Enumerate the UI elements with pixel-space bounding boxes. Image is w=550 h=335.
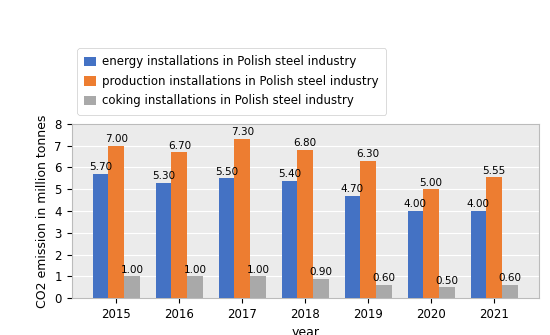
Text: 4.00: 4.00 xyxy=(404,199,427,209)
X-axis label: year: year xyxy=(292,326,319,335)
Text: 5.50: 5.50 xyxy=(215,166,238,177)
Bar xyxy=(471,211,486,298)
Text: 0.60: 0.60 xyxy=(372,273,395,283)
Bar xyxy=(172,152,187,298)
Bar xyxy=(313,279,329,298)
Text: 0.50: 0.50 xyxy=(436,275,458,285)
Legend: energy installations in Polish steel industry, production installations in Polis: energy installations in Polish steel ind… xyxy=(78,49,386,115)
Text: 7.30: 7.30 xyxy=(230,127,254,137)
Text: 1.00: 1.00 xyxy=(246,265,270,275)
Bar xyxy=(282,181,298,298)
Bar xyxy=(408,211,424,298)
Bar xyxy=(345,196,360,298)
Bar xyxy=(234,139,250,298)
Text: 5.30: 5.30 xyxy=(152,171,175,181)
Text: 6.80: 6.80 xyxy=(294,138,317,148)
Bar xyxy=(93,174,108,298)
Bar xyxy=(250,276,266,298)
Text: 6.70: 6.70 xyxy=(168,140,191,150)
Text: 5.55: 5.55 xyxy=(482,165,506,176)
Bar xyxy=(486,177,502,298)
Text: 6.30: 6.30 xyxy=(356,149,380,159)
Text: 4.00: 4.00 xyxy=(467,199,490,209)
Bar xyxy=(502,285,518,298)
Text: 5.70: 5.70 xyxy=(89,162,112,172)
Bar xyxy=(439,287,455,298)
Bar xyxy=(187,276,203,298)
Bar xyxy=(298,150,313,298)
Text: 0.90: 0.90 xyxy=(310,267,333,277)
Text: 5.00: 5.00 xyxy=(420,178,443,188)
Text: 1.00: 1.00 xyxy=(184,265,207,275)
Text: 7.00: 7.00 xyxy=(105,134,128,144)
Text: 1.00: 1.00 xyxy=(120,265,144,275)
Bar xyxy=(156,183,172,298)
Bar xyxy=(424,189,439,298)
Bar xyxy=(108,146,124,298)
Bar xyxy=(124,276,140,298)
Bar xyxy=(360,161,376,298)
Text: 0.60: 0.60 xyxy=(498,273,521,283)
Text: 4.70: 4.70 xyxy=(341,184,364,194)
Bar xyxy=(376,285,392,298)
Text: 5.40: 5.40 xyxy=(278,169,301,179)
Bar xyxy=(219,178,234,298)
Y-axis label: CO2 emission in million tonnes: CO2 emission in million tonnes xyxy=(36,114,49,308)
